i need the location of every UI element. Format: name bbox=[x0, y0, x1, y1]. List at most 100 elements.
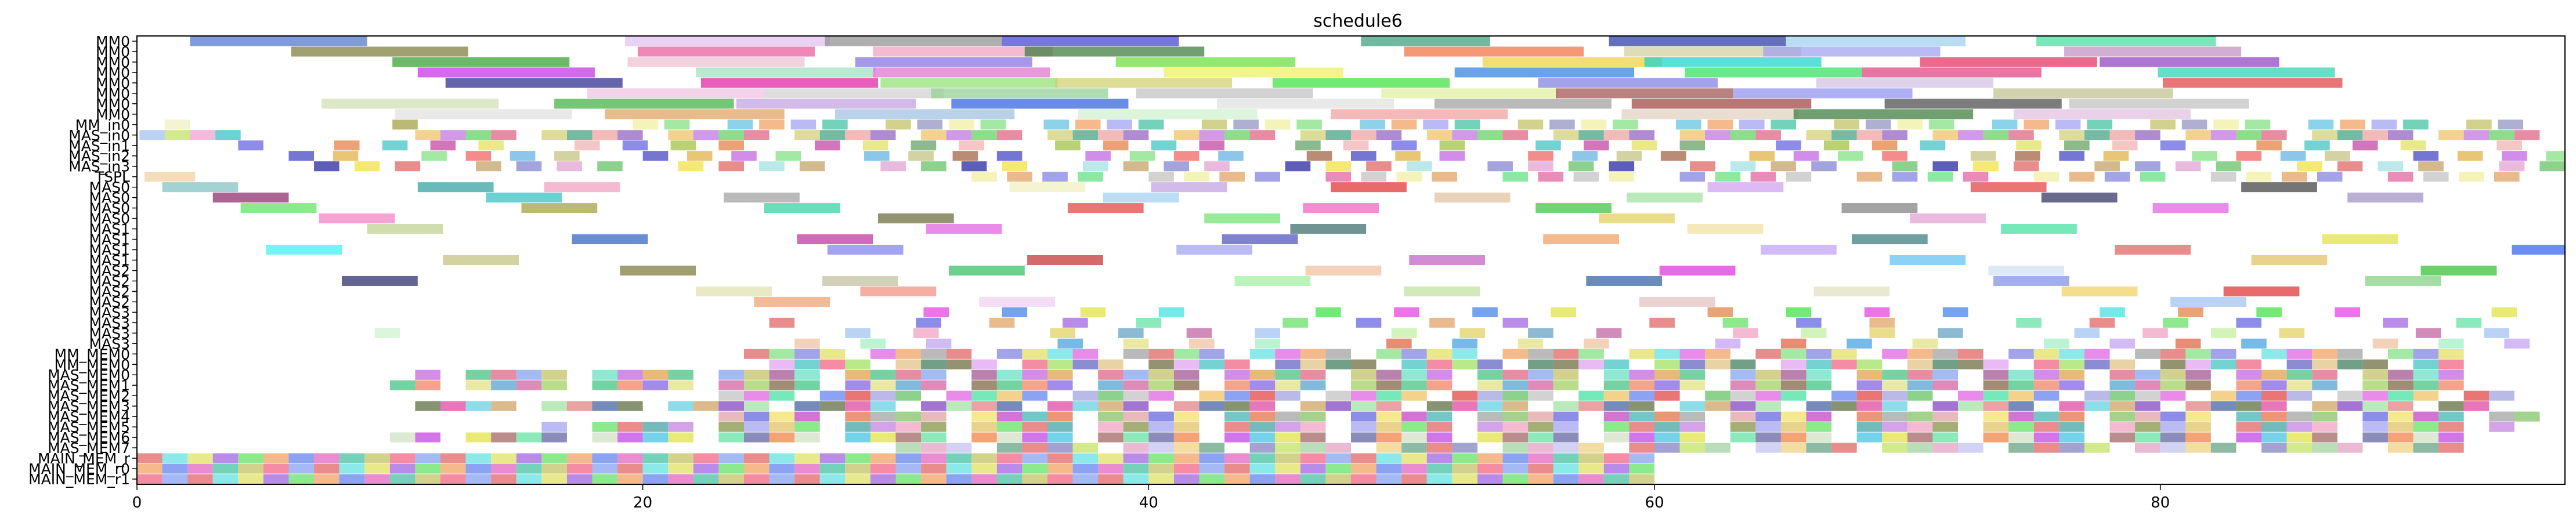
memory-slot bbox=[339, 474, 365, 484]
task-chip bbox=[597, 161, 623, 172]
task-bar bbox=[625, 36, 830, 46]
task-chip bbox=[2059, 359, 2084, 369]
task-chip bbox=[2135, 369, 2160, 380]
row-label: MAS2 bbox=[89, 293, 130, 310]
memory-slot bbox=[1351, 453, 1376, 463]
task-bar bbox=[627, 57, 805, 67]
task-chip bbox=[2016, 317, 2042, 328]
task-chip bbox=[1660, 151, 1686, 161]
memory-slot bbox=[162, 474, 188, 484]
memory-slot bbox=[187, 463, 213, 474]
task-chip bbox=[395, 161, 421, 172]
task-chip bbox=[668, 130, 693, 140]
task-chip bbox=[2059, 443, 2084, 453]
row-label: MAS_in1 bbox=[68, 137, 130, 154]
memory-slot bbox=[1578, 463, 1604, 474]
task-chip bbox=[1907, 432, 1933, 443]
task-chip bbox=[465, 380, 492, 390]
task-chip bbox=[465, 432, 492, 443]
task-chip bbox=[415, 380, 440, 390]
task-chip bbox=[1942, 307, 1968, 317]
memory-slot bbox=[1477, 474, 1503, 484]
memory-slot bbox=[1224, 463, 1250, 474]
memory-slot bbox=[1224, 453, 1250, 463]
task-chip bbox=[1047, 432, 1073, 443]
task-chip bbox=[790, 119, 816, 130]
task-chip bbox=[1705, 401, 1730, 411]
task-chip bbox=[687, 151, 713, 161]
memory-slot bbox=[921, 474, 946, 484]
task-chip bbox=[1022, 390, 1047, 401]
task-chip bbox=[566, 130, 592, 140]
task-bar bbox=[367, 224, 443, 234]
task-bar bbox=[1217, 99, 1394, 109]
chart-title: schedule6 bbox=[1313, 11, 1403, 31]
row-label: MAIN_MEM_r0 bbox=[28, 461, 130, 477]
task-chip bbox=[1983, 380, 2009, 390]
task-chip bbox=[1715, 338, 1741, 349]
task-chip bbox=[2387, 349, 2414, 359]
task-chip bbox=[926, 338, 952, 349]
task-chip bbox=[2175, 161, 2201, 172]
task-chip bbox=[1224, 390, 1250, 401]
memory-slot bbox=[288, 463, 315, 474]
task-chip bbox=[1300, 422, 1326, 432]
task-chip bbox=[1771, 119, 1797, 130]
task-chip bbox=[642, 151, 669, 161]
task-chip bbox=[1907, 390, 1933, 401]
task-bar bbox=[2036, 36, 2216, 46]
task-chip bbox=[1249, 401, 1276, 411]
task-bar bbox=[1993, 88, 2173, 99]
task-chip bbox=[870, 349, 896, 359]
task-chip bbox=[1360, 119, 1385, 130]
task-chip bbox=[870, 411, 896, 422]
task-chip bbox=[2413, 151, 2439, 161]
memory-slot bbox=[566, 474, 592, 484]
x-tick-label: 80 bbox=[2151, 494, 2170, 512]
task-chip bbox=[1300, 130, 1326, 140]
task-chip bbox=[1654, 349, 1680, 359]
task-chip bbox=[1958, 359, 1984, 369]
task-chip bbox=[392, 119, 418, 130]
task-chip bbox=[2236, 130, 2261, 140]
task-chip bbox=[2539, 161, 2565, 172]
task-chip bbox=[1983, 401, 2009, 411]
task-chip bbox=[1528, 328, 1553, 338]
task-chip bbox=[1654, 380, 1680, 390]
task-chip bbox=[693, 130, 719, 140]
memory-slot bbox=[1629, 463, 1654, 474]
task-chip bbox=[2387, 411, 2414, 422]
task-chip bbox=[2463, 390, 2490, 401]
task-chip bbox=[1123, 380, 1149, 390]
task-chip bbox=[2210, 172, 2237, 182]
task-bar bbox=[951, 99, 1129, 109]
task-chip bbox=[1123, 422, 1149, 432]
memory-slot bbox=[1376, 474, 1402, 484]
task-chip bbox=[2413, 411, 2439, 422]
task-chip bbox=[1452, 390, 1477, 401]
task-chip bbox=[1502, 390, 1529, 401]
task-chip bbox=[1107, 119, 1133, 130]
task-chip bbox=[1233, 119, 1259, 130]
memory-slot bbox=[1502, 474, 1529, 484]
row-label: MAS1 bbox=[89, 252, 130, 269]
memory-slot bbox=[566, 453, 592, 463]
task-chip bbox=[1806, 359, 1832, 369]
task-chip bbox=[1376, 422, 1402, 432]
task-chip bbox=[2261, 443, 2287, 453]
task-chip bbox=[1426, 130, 1453, 140]
task-chip bbox=[2016, 140, 2042, 151]
task-chip bbox=[2140, 172, 2166, 182]
task-chip bbox=[1426, 359, 1453, 369]
task-chip bbox=[2312, 369, 2337, 380]
task-chip bbox=[845, 328, 870, 338]
row-label: MM0 bbox=[96, 106, 130, 123]
task-chip bbox=[1573, 172, 1599, 182]
task-bar bbox=[395, 109, 572, 119]
task-chip bbox=[1022, 432, 1047, 443]
task-chip bbox=[2286, 369, 2313, 380]
task-chip bbox=[1351, 432, 1376, 443]
task-chip bbox=[1123, 432, 1149, 443]
task-chip bbox=[1050, 328, 1075, 338]
task-chip bbox=[2312, 401, 2337, 411]
